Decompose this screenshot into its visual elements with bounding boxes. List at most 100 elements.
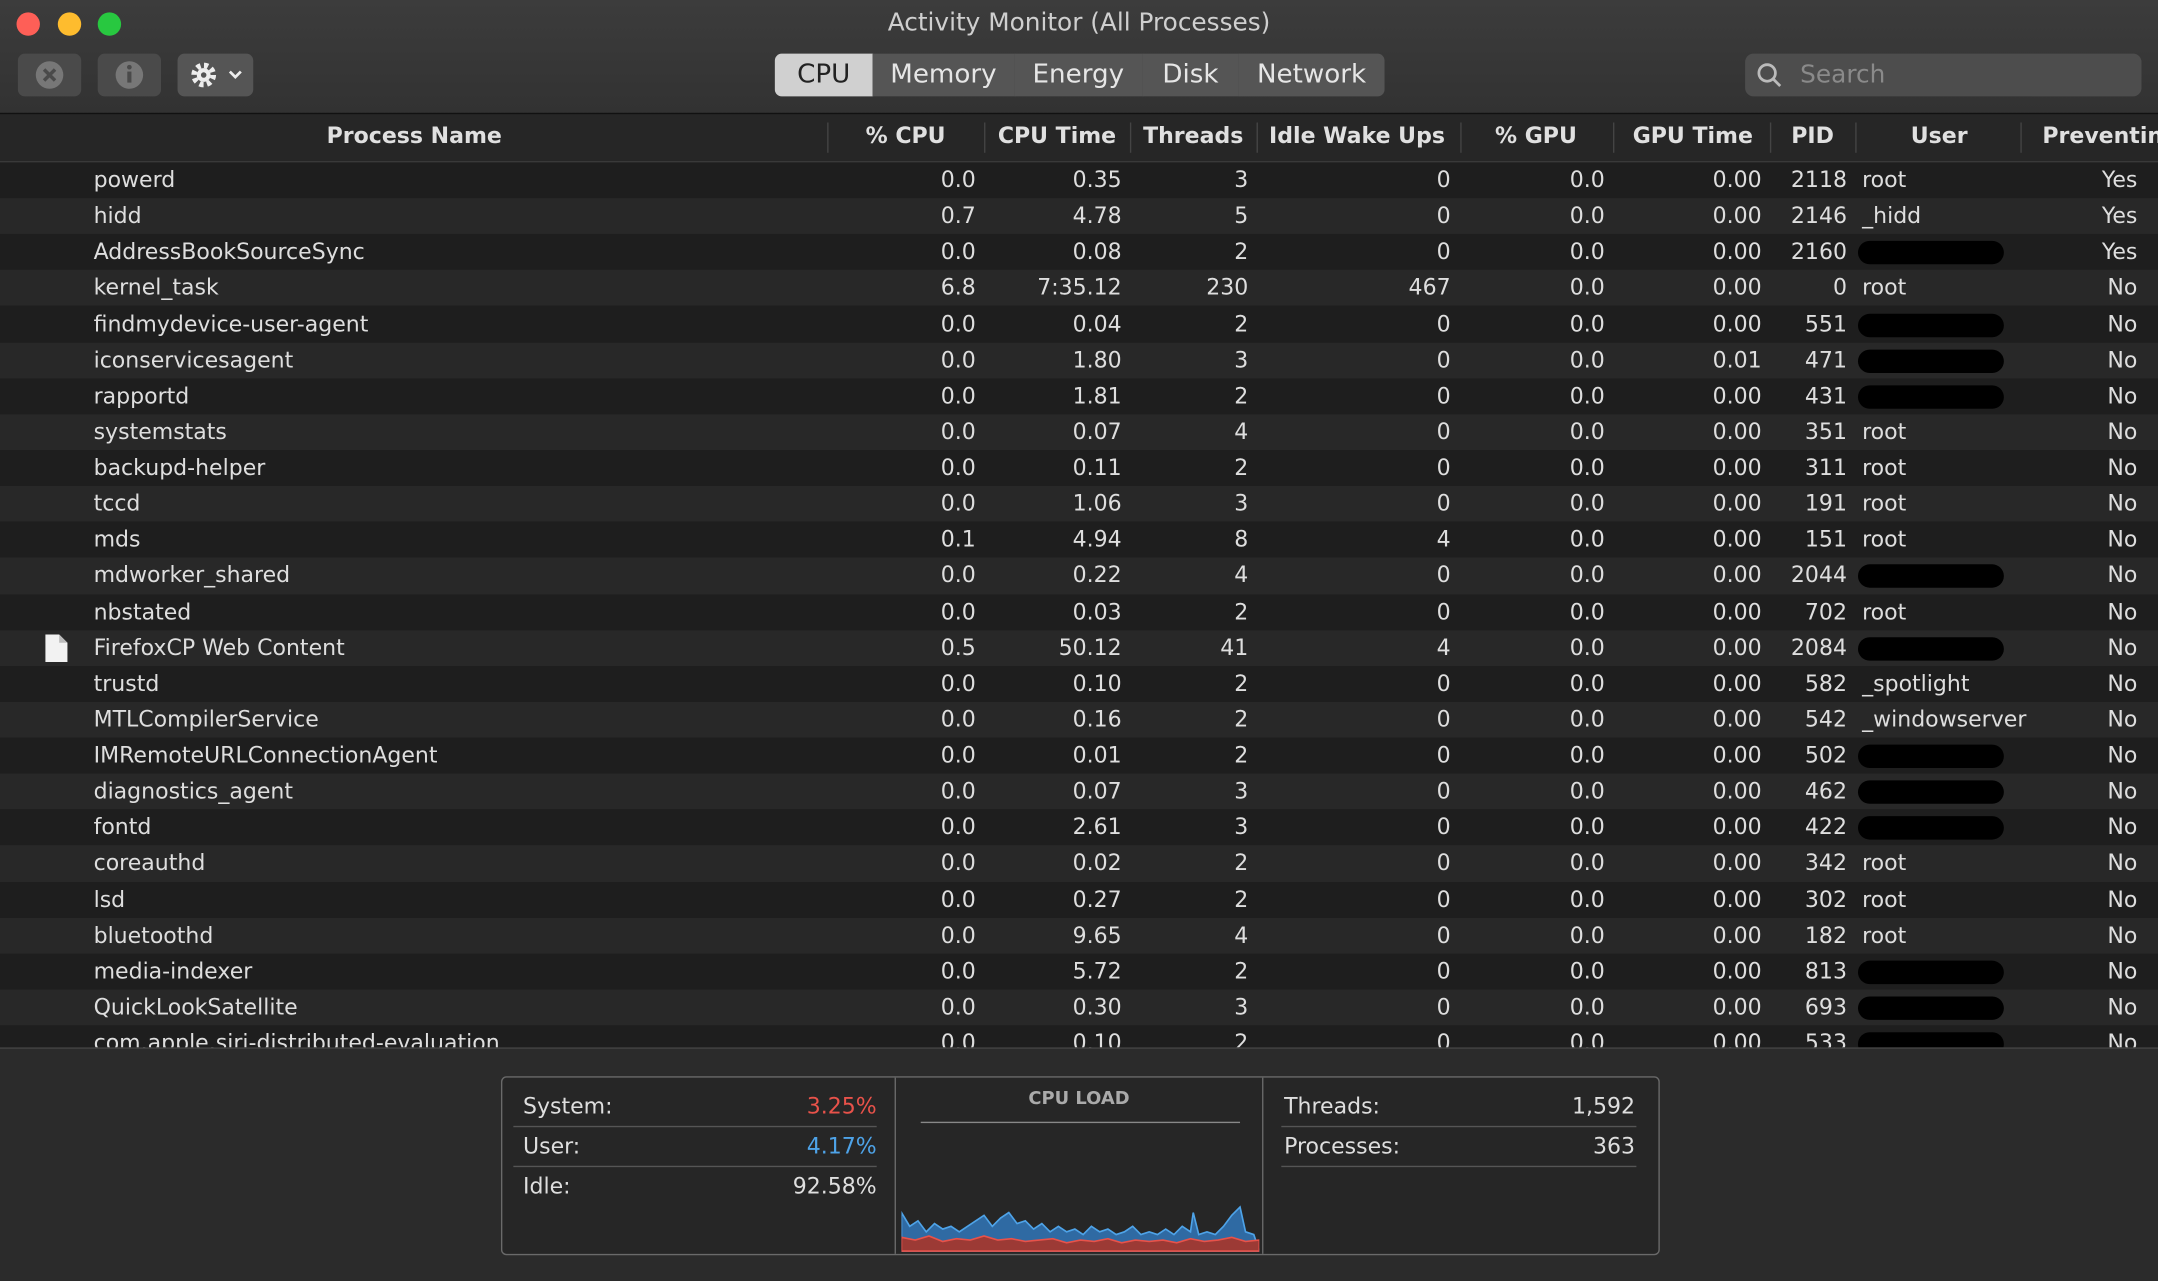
divider — [1281, 1126, 1636, 1127]
table-cell: 0.00 — [1713, 702, 1762, 738]
table-cell: root — [1862, 882, 1906, 918]
table-cell: 0.00 — [1713, 450, 1762, 486]
table-cell: 2 — [1234, 702, 1248, 738]
table-cell: No — [2107, 990, 2137, 1026]
process-row[interactable]: mds0.14.94840.00.00151rootNo — [0, 522, 2158, 558]
column-header[interactable]: User — [1802, 114, 2077, 161]
tab[interactable]: Disk — [1142, 54, 1240, 97]
table-cell: 4 — [1234, 414, 1248, 450]
redacted-user — [1858, 313, 2004, 336]
table-cell: No — [2107, 306, 2137, 342]
process-row[interactable]: mdworker_shared0.00.22400.00.002044No — [0, 558, 2158, 594]
info-button[interactable] — [98, 54, 161, 97]
table-cell: 0.0 — [1570, 486, 1605, 522]
table-cell: 342 — [1805, 846, 1847, 882]
table-cell: 542 — [1805, 702, 1847, 738]
process-row[interactable]: systemstats0.00.07400.00.00351rootNo — [0, 414, 2158, 450]
process-row[interactable]: powerd0.00.35300.00.002118rootYes — [0, 162, 2158, 198]
table-cell: 2160 — [1791, 234, 1847, 270]
process-row[interactable]: fontd0.02.61300.00.00422No — [0, 810, 2158, 846]
process-row[interactable]: AddressBookSourceSync0.00.08200.00.00216… — [0, 234, 2158, 270]
idle-value: 92.58% — [793, 1173, 877, 1199]
table-cell: 0.00 — [1713, 630, 1762, 666]
table-cell: 0.0 — [941, 702, 976, 738]
process-row[interactable]: rapportd0.01.81200.00.00431No — [0, 378, 2158, 414]
tab[interactable]: Energy — [1014, 54, 1143, 97]
table-cell: 0 — [1437, 486, 1451, 522]
process-row[interactable]: trustd0.00.10200.00.00582_spotlightNo — [0, 666, 2158, 702]
table-cell: 467 — [1409, 270, 1451, 306]
process-row[interactable]: kernel_task6.87:35.122304670.00.000rootN… — [0, 270, 2158, 306]
process-row[interactable]: com.apple.siri-distributed-evaluation 0.0… — [0, 1026, 2158, 1048]
process-name: coreauthd — [94, 846, 206, 882]
table-cell: 3 — [1234, 486, 1248, 522]
search-placeholder: Search — [1800, 54, 1885, 97]
table-cell: 0.0 — [941, 162, 976, 198]
table-cell: 0 — [1437, 810, 1451, 846]
process-row[interactable]: media-indexer0.05.72200.00.00813No — [0, 954, 2158, 990]
table-cell: 0 — [1437, 882, 1451, 918]
tab[interactable]: Network — [1239, 54, 1385, 97]
table-cell: 0.0 — [1570, 198, 1605, 234]
process-name: IMRemoteURLConnectionAgent — [94, 738, 438, 774]
process-row[interactable]: MTLCompilerService0.00.16200.00.00542_wi… — [0, 702, 2158, 738]
table-cell: 582 — [1805, 666, 1847, 702]
table-cell: 311 — [1805, 450, 1847, 486]
tab[interactable]: CPU — [775, 54, 874, 97]
process-row[interactable]: hidd0.74.78500.00.002146_hiddYes — [0, 198, 2158, 234]
table-cell: 0.00 — [1713, 594, 1762, 630]
process-row[interactable]: bluetoothd0.09.65400.00.00182rootNo — [0, 918, 2158, 954]
action-menu-button[interactable] — [178, 54, 254, 97]
process-row[interactable]: findmydevice-user-agent0.00.04200.00.005… — [0, 306, 2158, 342]
table-cell: 693 — [1805, 990, 1847, 1026]
table-cell: 1.80 — [1073, 342, 1122, 378]
process-name: kernel_task — [94, 270, 219, 306]
table-cell: 0.11 — [1073, 450, 1122, 486]
process-row[interactable]: coreauthd0.00.02200.00.00342rootNo — [0, 846, 2158, 882]
table-cell: No — [2107, 738, 2137, 774]
table-cell: 0.0 — [941, 558, 976, 594]
divider — [1281, 1166, 1636, 1167]
table-cell: 0.0 — [941, 1026, 976, 1048]
column-header[interactable]: Preventing — [2042, 114, 2158, 161]
table-cell: No — [2107, 846, 2137, 882]
table-cell: 191 — [1805, 486, 1847, 522]
table-cell: 0.0 — [1570, 738, 1605, 774]
process-row[interactable]: iconservicesagent0.01.80300.00.01471No — [0, 342, 2158, 378]
table-cell: No — [2107, 486, 2137, 522]
process-row[interactable]: tccd0.01.06300.00.00191rootNo — [0, 486, 2158, 522]
table-cell: 0.0 — [941, 234, 976, 270]
table-cell: 3 — [1234, 774, 1248, 810]
table-cell: 0 — [1437, 774, 1451, 810]
cpu-load-graph — [901, 1185, 1259, 1254]
table-cell: 0.00 — [1713, 954, 1762, 990]
table-cell: 0.0 — [941, 414, 976, 450]
table-cell: 0.00 — [1713, 198, 1762, 234]
search-field[interactable]: Search — [1745, 54, 2141, 97]
table-cell: 151 — [1805, 522, 1847, 558]
stop-process-button[interactable] — [18, 54, 81, 97]
table-cell: root — [1862, 846, 1906, 882]
table-cell: 0.00 — [1713, 414, 1762, 450]
document-icon — [44, 633, 69, 663]
user-label: User: — [523, 1133, 580, 1159]
table-cell: 0.0 — [1570, 1026, 1605, 1048]
process-row[interactable]: backupd-helper0.00.11200.00.00311rootNo — [0, 450, 2158, 486]
process-row[interactable]: FirefoxCP Web Content0.550.124140.00.002… — [0, 630, 2158, 666]
column-header[interactable]: Process Name — [277, 114, 552, 161]
system-label: System: — [523, 1093, 613, 1119]
process-row[interactable]: IMRemoteURLConnectionAgent0.00.01200.00.… — [0, 738, 2158, 774]
process-name: com.apple.siri-distributed-evaluation — [94, 1026, 500, 1048]
process-row[interactable]: QuickLookSatellite0.00.30300.00.00693No — [0, 990, 2158, 1026]
table-cell: No — [2107, 918, 2137, 954]
table-cell: 6.8 — [941, 270, 976, 306]
process-row[interactable]: nbstated0.00.03200.00.00702rootNo — [0, 594, 2158, 630]
tab[interactable]: Memory — [873, 54, 1016, 97]
divider — [513, 1166, 876, 1167]
table-cell: 5.72 — [1073, 954, 1122, 990]
process-row[interactable]: lsd0.00.27200.00.00302rootNo — [0, 882, 2158, 918]
process-row[interactable]: diagnostics_agent0.00.07300.00.00462No — [0, 774, 2158, 810]
table-cell: 0.35 — [1073, 162, 1122, 198]
table-cell: 0.0 — [941, 846, 976, 882]
